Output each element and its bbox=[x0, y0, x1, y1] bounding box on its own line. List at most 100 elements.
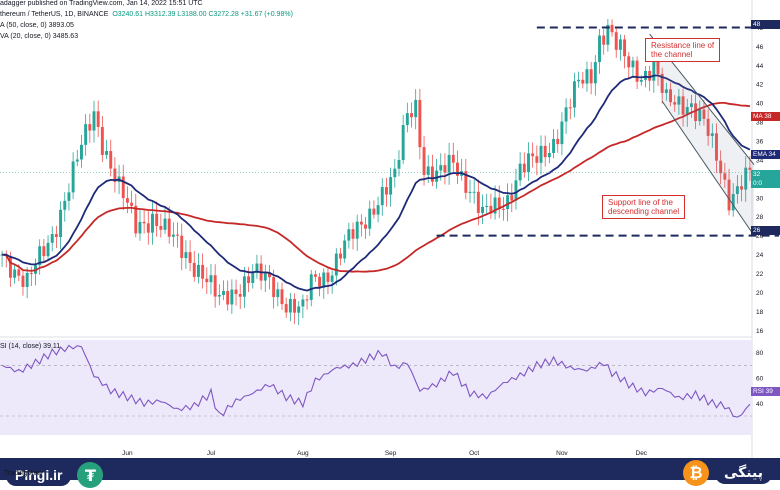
candle-body bbox=[368, 208, 372, 229]
candle bbox=[706, 109, 710, 146]
candle bbox=[527, 142, 530, 182]
candle-body bbox=[322, 272, 326, 288]
candle-body bbox=[29, 272, 33, 274]
candle-body bbox=[125, 198, 129, 203]
candle bbox=[694, 94, 698, 130]
brand-right[interactable]: ₿ پینگی bbox=[683, 460, 772, 486]
candle-body bbox=[113, 168, 117, 182]
candle bbox=[159, 213, 163, 238]
support-callout: Support line of the descending channel bbox=[602, 195, 686, 219]
candle-body bbox=[706, 118, 710, 136]
candle-body bbox=[426, 166, 430, 175]
candle-body bbox=[627, 56, 631, 68]
candle-body bbox=[330, 275, 334, 282]
candle-body bbox=[397, 160, 401, 169]
candle-body bbox=[167, 218, 171, 237]
candle bbox=[735, 175, 739, 204]
candle-body bbox=[121, 176, 125, 199]
price-chart[interactable]: 1618202224262830323436384042444648406080… bbox=[0, 0, 780, 480]
candle bbox=[710, 123, 714, 148]
candle-body bbox=[719, 160, 723, 174]
candle-body bbox=[384, 187, 388, 195]
candle-body bbox=[364, 224, 368, 229]
candle bbox=[138, 209, 142, 241]
candle-body bbox=[355, 221, 359, 239]
ema20-legend: VA (20, close, 0) 3485.63 bbox=[0, 33, 79, 40]
candle-body bbox=[209, 275, 213, 283]
candle-body bbox=[188, 252, 192, 263]
candle-body bbox=[205, 278, 209, 283]
rsi-legend: SI (14, close) 39.11 bbox=[0, 343, 61, 350]
candle bbox=[481, 194, 484, 225]
candle-body bbox=[347, 229, 351, 241]
candle bbox=[222, 280, 225, 301]
candle-body bbox=[602, 35, 606, 45]
candle bbox=[673, 94, 677, 112]
candle bbox=[451, 142, 455, 174]
candle-body bbox=[238, 293, 242, 297]
candle-body bbox=[280, 289, 284, 305]
candle-body bbox=[155, 213, 159, 227]
candle-body bbox=[489, 205, 493, 214]
candle bbox=[731, 183, 735, 217]
candle bbox=[209, 264, 213, 295]
ema-tag-value: 34 bbox=[768, 151, 776, 158]
candle-body bbox=[694, 103, 698, 122]
candle bbox=[263, 264, 267, 293]
x-tick-label: Dec bbox=[636, 450, 648, 457]
candle bbox=[230, 279, 234, 314]
candle-body bbox=[514, 180, 518, 201]
candle bbox=[380, 178, 384, 216]
candle-body bbox=[689, 103, 693, 107]
candle bbox=[414, 89, 418, 130]
candle bbox=[493, 185, 497, 220]
candle bbox=[602, 29, 606, 55]
candle bbox=[151, 201, 154, 245]
candle-body bbox=[42, 246, 46, 257]
candle-body bbox=[581, 79, 585, 84]
candle-body bbox=[610, 24, 614, 33]
candle-body bbox=[50, 234, 54, 243]
candle-body bbox=[506, 195, 510, 210]
symbol-line: thereum / TetherUS, 1D, BINANCE O3240.61… bbox=[0, 11, 293, 18]
candle-body bbox=[410, 113, 413, 118]
candle-body bbox=[268, 272, 271, 278]
candle-body bbox=[67, 192, 71, 201]
ema20-line bbox=[2, 74, 751, 292]
candle-body bbox=[685, 106, 689, 115]
candle-body bbox=[656, 60, 660, 74]
y-tick-label: 22 bbox=[756, 271, 764, 278]
candle bbox=[564, 98, 568, 134]
candle-body bbox=[664, 89, 668, 93]
candle-body bbox=[464, 171, 468, 193]
y-tick-label: 36 bbox=[756, 139, 764, 146]
candle bbox=[71, 152, 75, 200]
candle bbox=[293, 293, 296, 324]
candle bbox=[180, 223, 184, 271]
candle-body bbox=[393, 168, 397, 178]
candle-body bbox=[552, 138, 556, 153]
candle-body bbox=[84, 124, 88, 145]
candle bbox=[318, 272, 322, 297]
candle-body bbox=[518, 163, 522, 181]
candle-body bbox=[142, 221, 146, 224]
candle-body bbox=[740, 186, 744, 190]
candle-body bbox=[618, 39, 622, 50]
candle-body bbox=[146, 223, 150, 233]
candle-body bbox=[501, 208, 505, 210]
candle-body bbox=[372, 208, 376, 215]
candle bbox=[201, 253, 205, 289]
candle-body bbox=[151, 213, 154, 233]
candle-body bbox=[100, 126, 104, 155]
y-tick-label: 38 bbox=[756, 120, 764, 127]
candle-body bbox=[288, 298, 292, 313]
candle-body bbox=[698, 109, 702, 122]
candle bbox=[660, 67, 664, 104]
candle-body bbox=[230, 289, 234, 305]
candle-body bbox=[138, 221, 142, 234]
candle-body bbox=[673, 102, 677, 105]
candle bbox=[702, 100, 706, 126]
candle bbox=[343, 234, 347, 263]
candle-body bbox=[297, 306, 301, 313]
candle-body bbox=[343, 240, 347, 259]
